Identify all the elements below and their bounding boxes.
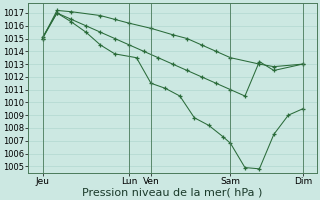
X-axis label: Pression niveau de la mer( hPa ): Pression niveau de la mer( hPa ) (83, 187, 263, 197)
